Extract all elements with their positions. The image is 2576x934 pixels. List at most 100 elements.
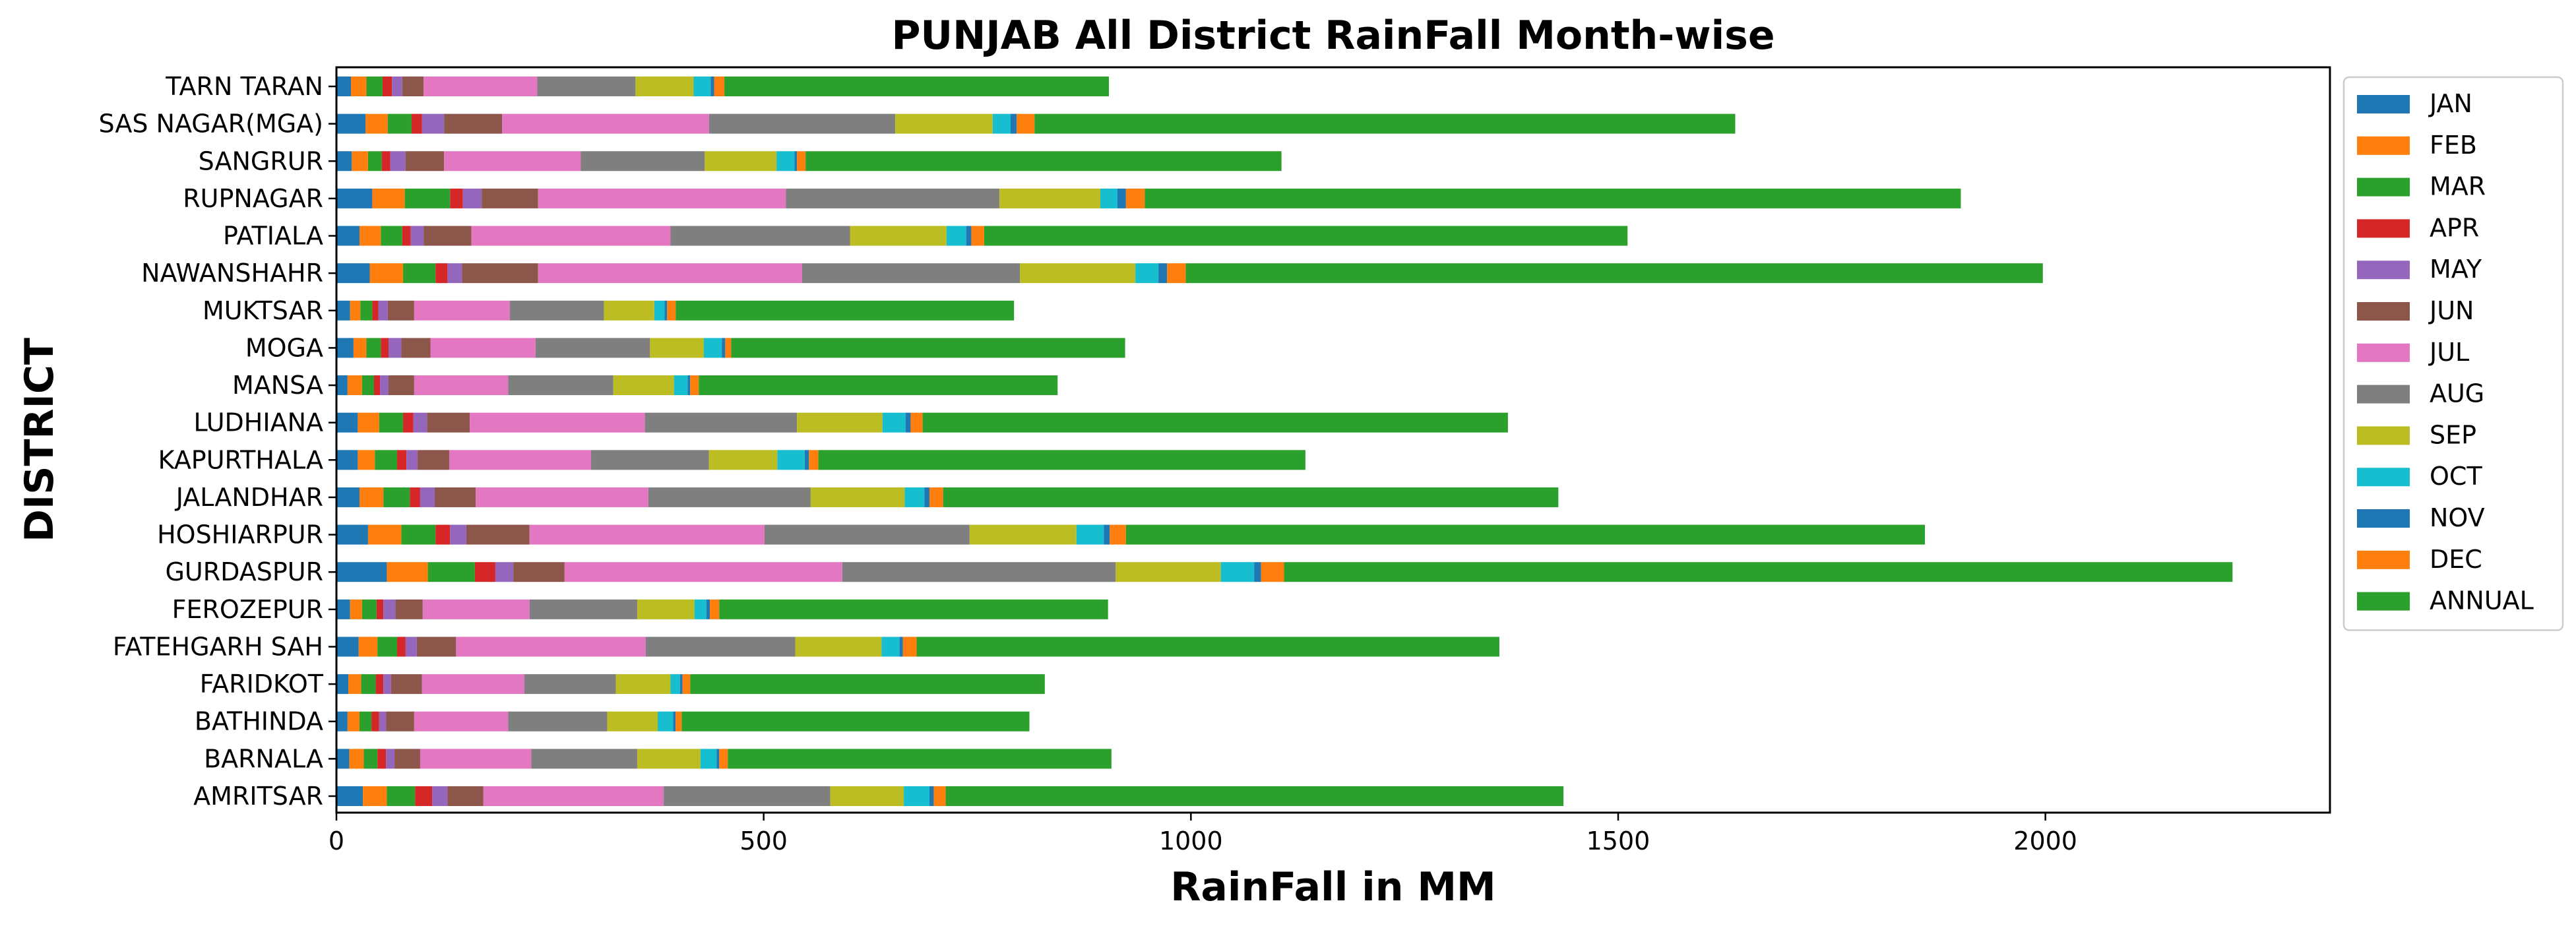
y-tick-label: HOSHIARPUR <box>157 520 323 549</box>
bar-mar-muktsar <box>360 300 373 321</box>
bar-apr-fatehgarh-sah <box>396 637 406 657</box>
bar-dec-sas-nagar-mga- <box>1017 113 1035 134</box>
bar-jun-fatehgarh-sah <box>416 637 456 657</box>
bar-jan-tarn-taran <box>336 77 352 96</box>
x-tick-label: 2000 <box>2013 826 2077 856</box>
bar-may-bathinda <box>379 711 387 732</box>
bar-jan-nawanshahr <box>336 263 370 284</box>
bar-may-rupnagar <box>462 188 482 208</box>
bar-oct-gurdaspur <box>1220 562 1255 582</box>
bar-nov-patiala <box>966 226 972 246</box>
bar-mar-kapurthala <box>375 450 397 470</box>
x-ticks-layer: 0 500 1000 1500 2000 <box>329 813 2077 856</box>
bar-aug-sangrur <box>581 151 705 171</box>
bar-annual-ferozepur <box>719 599 1108 619</box>
bar-annual-mansa <box>699 375 1058 396</box>
bar-oct-nawanshahr <box>1135 263 1159 284</box>
legend-swatch-jun <box>2357 302 2410 321</box>
bar-apr-mansa <box>373 375 381 396</box>
bar-dec-ludhiana <box>910 412 923 433</box>
bar-apr-muktsar <box>372 300 379 321</box>
bar-nov-jalandhar <box>924 487 929 507</box>
bar-apr-kapurthala <box>396 450 407 470</box>
bar-aug-bathinda <box>508 711 608 732</box>
bar-nov-nawanshahr <box>1158 263 1168 284</box>
y-tick-label: GURDASPUR <box>165 557 323 586</box>
bar-jun-faridkot <box>391 674 422 695</box>
bar-may-moga <box>389 338 402 358</box>
bar-feb-tarn-taran <box>351 77 367 96</box>
bar-mar-ludhiana <box>379 412 404 433</box>
bar-aug-kapurthala <box>591 450 709 470</box>
bar-annual-jalandhar <box>943 487 1559 507</box>
bar-may-sangrur <box>390 151 406 171</box>
bar-oct-ludhiana <box>882 412 906 433</box>
bar-mar-sangrur <box>367 151 382 171</box>
bar-aug-tarn-taran <box>537 77 636 96</box>
bar-apr-moga <box>381 338 389 358</box>
bar-sep-tarn-taran <box>635 77 694 96</box>
bar-nov-tarn-taran <box>710 77 714 96</box>
bar-feb-barnala <box>349 749 364 769</box>
bar-oct-fatehgarh-sah <box>881 637 900 657</box>
bar-feb-muktsar <box>350 300 361 321</box>
bar-sep-kapurthala <box>708 450 778 470</box>
bar-annual-nawanshahr <box>1185 263 2043 284</box>
y-axis-title: DISTRICT <box>16 338 63 542</box>
bar-jul-kapurthala <box>449 450 592 470</box>
bar-feb-sangrur <box>352 151 368 171</box>
y-tick-label: MANSA <box>232 371 323 400</box>
bar-sep-hoshiarpur <box>969 524 1077 545</box>
bar-mar-fatehgarh-sah <box>377 637 397 657</box>
y-tick-label: JALANDHAR <box>175 483 323 512</box>
bar-jun-patiala <box>424 226 472 246</box>
bar-jul-tarn-taran <box>424 77 538 96</box>
bar-jan-mansa <box>336 375 348 396</box>
chart-title: PUNJAB All District RainFall Month-wise <box>891 13 1775 59</box>
bar-aug-rupnagar <box>786 188 1000 208</box>
bar-aug-sas-nagar-mga- <box>708 113 896 134</box>
bar-dec-moga <box>725 338 732 358</box>
bar-jul-ludhiana <box>470 412 645 433</box>
y-tick-label: FARIDKOT <box>200 669 324 699</box>
bar-jun-ferozepur <box>395 599 423 619</box>
bar-nov-faridkot <box>679 674 683 695</box>
bar-annual-rupnagar <box>1145 188 1961 208</box>
bar-sep-bathinda <box>607 711 658 732</box>
bar-dec-jalandhar <box>929 487 943 507</box>
bar-oct-muktsar <box>654 300 665 321</box>
bar-sep-rupnagar <box>999 188 1101 208</box>
bar-jun-tarn-taran <box>402 77 424 96</box>
bars-layer <box>336 77 2233 806</box>
bar-feb-amritsar <box>363 786 387 806</box>
bar-mar-mansa <box>361 375 374 396</box>
bar-jan-kapurthala <box>336 450 358 470</box>
bar-apr-gurdaspur <box>474 562 495 582</box>
bar-feb-mansa <box>347 375 362 396</box>
bar-dec-tarn-taran <box>714 77 725 96</box>
legend-swatch-mar <box>2357 177 2410 197</box>
bar-jan-faridkot <box>336 674 349 695</box>
bar-mar-hoshiarpur <box>401 524 436 545</box>
bar-may-nawanshahr <box>447 263 462 284</box>
bar-mar-gurdaspur <box>427 562 475 582</box>
bar-jul-patiala <box>471 226 671 246</box>
bar-jul-barnala <box>420 749 532 769</box>
legend-label-mar: MAR <box>2430 172 2486 201</box>
bar-jun-jalandhar <box>434 487 476 507</box>
bar-feb-bathinda <box>347 711 360 732</box>
bar-jul-jalandhar <box>476 487 648 507</box>
bar-mar-ferozepur <box>361 599 377 619</box>
bar-jun-sangrur <box>405 151 445 171</box>
bar-mar-amritsar <box>387 786 416 806</box>
bar-dec-barnala <box>719 749 728 769</box>
legend-swatch-annual <box>2357 592 2410 611</box>
bar-annual-tarn-taran <box>724 77 1109 96</box>
bar-sep-gurdaspur <box>1115 562 1221 582</box>
bar-dec-muktsar <box>667 300 676 321</box>
legend-swatch-jan <box>2357 95 2410 113</box>
y-tick-label: PATIALA <box>223 222 323 251</box>
x-axis-title: RainFall in MM <box>1170 864 1496 910</box>
bar-dec-ferozepur <box>710 599 720 619</box>
